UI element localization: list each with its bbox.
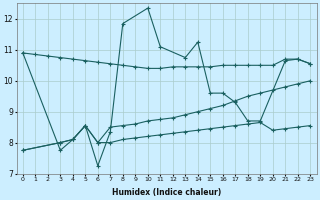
X-axis label: Humidex (Indice chaleur): Humidex (Indice chaleur) — [112, 188, 221, 197]
